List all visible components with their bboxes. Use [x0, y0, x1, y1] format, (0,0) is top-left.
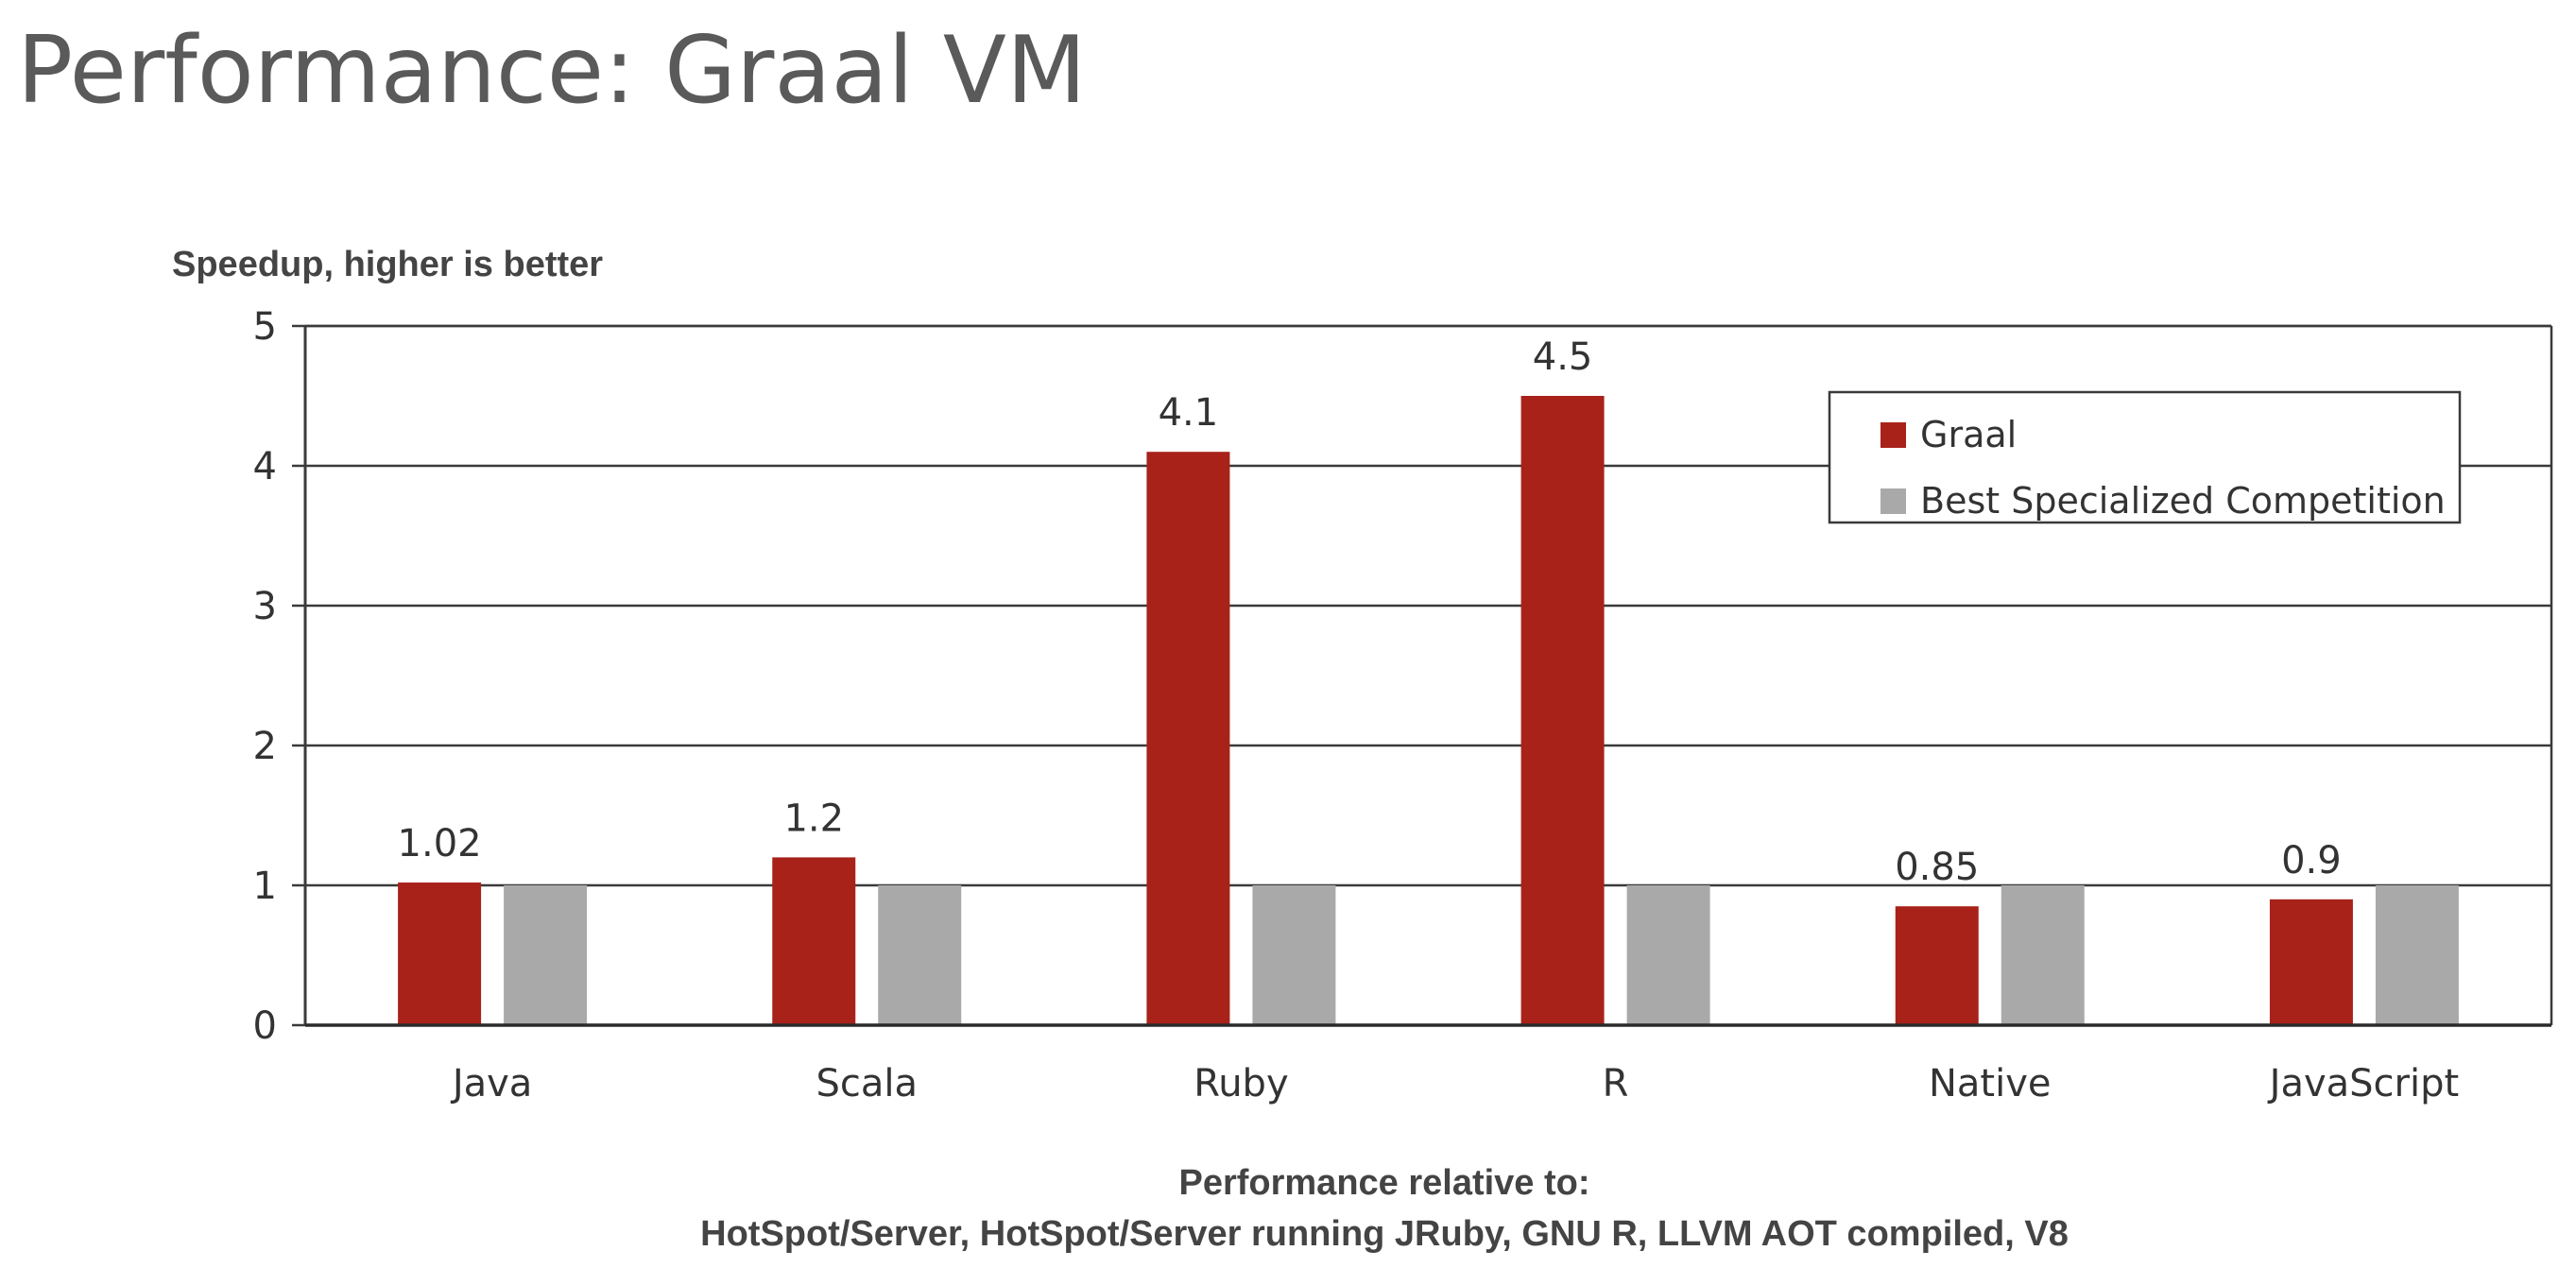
bar-scala-series-2 [878, 885, 962, 1025]
bar-javascript-series-2 [2375, 885, 2459, 1025]
bar-native-series-2 [2001, 885, 2085, 1025]
bar-ruby-series-1 [1146, 452, 1230, 1025]
data-label-scala: 1.2 [783, 797, 844, 840]
data-label-r: 4.5 [1533, 335, 1593, 379]
category-labels: Java Scala Ruby R Native JavaScript [450, 1062, 2459, 1105]
category-label-native: Native [1929, 1062, 2052, 1105]
legend-label-1: Graal [1920, 414, 2017, 455]
y-tick-label-5: 5 [253, 305, 277, 349]
category-label-java: Java [450, 1062, 533, 1105]
y-tick-label-1: 1 [253, 865, 277, 908]
data-label-ruby: 4.1 [1159, 391, 1219, 435]
category-label-scala: Scala [816, 1062, 918, 1105]
data-label-native: 0.85 [1895, 846, 1979, 889]
data-labels: 1.02 1.2 4.1 4.5 0.85 0.9 [398, 335, 2342, 889]
legend-swatch-1 [1880, 422, 1906, 448]
footer-line-1: Performance relative to: [1178, 1163, 1589, 1203]
bar-java-series-2 [504, 885, 588, 1025]
bars [398, 396, 2459, 1025]
footer-note: Performance relative to: HotSpot/Server,… [700, 1163, 2069, 1254]
legend-label-2: Best Specialized Competition [1920, 480, 2446, 522]
y-tick-label-3: 3 [253, 585, 277, 628]
category-label-javascript: JavaScript [2267, 1062, 2460, 1105]
footer-line-2: HotSpot/Server, HotSpot/Server running J… [700, 1214, 2069, 1254]
bar-native-series-1 [1895, 906, 1979, 1025]
legend: Graal Best Specialized Competition [1828, 390, 2462, 524]
legend-swatch-2 [1880, 488, 1906, 514]
bar-javascript-series-1 [2269, 899, 2353, 1025]
slide-title: Performance: Graal VM [17, 17, 1087, 125]
y-tick-label-2: 2 [253, 725, 277, 768]
data-label-javascript: 0.9 [2281, 839, 2342, 882]
y-tick-labels: 0 1 2 3 4 5 [253, 305, 305, 1048]
data-label-java: 1.02 [398, 822, 482, 865]
bar-r-series-2 [1626, 885, 1710, 1025]
y-axis-title: Speedup, higher is better [172, 245, 603, 284]
grid-lines [305, 324, 2551, 887]
y-tick-label-4: 4 [253, 445, 277, 488]
bar-ruby-series-2 [1252, 885, 1336, 1025]
legend-box [1828, 390, 2462, 524]
bar-scala-series-1 [772, 857, 856, 1025]
bar-java-series-1 [398, 882, 482, 1025]
category-label-r: R [1603, 1062, 1629, 1105]
y-tick-label-0: 0 [253, 1004, 277, 1048]
axes [303, 324, 2553, 1027]
category-label-ruby: Ruby [1194, 1062, 1288, 1105]
bar-r-series-1 [1520, 396, 1605, 1025]
